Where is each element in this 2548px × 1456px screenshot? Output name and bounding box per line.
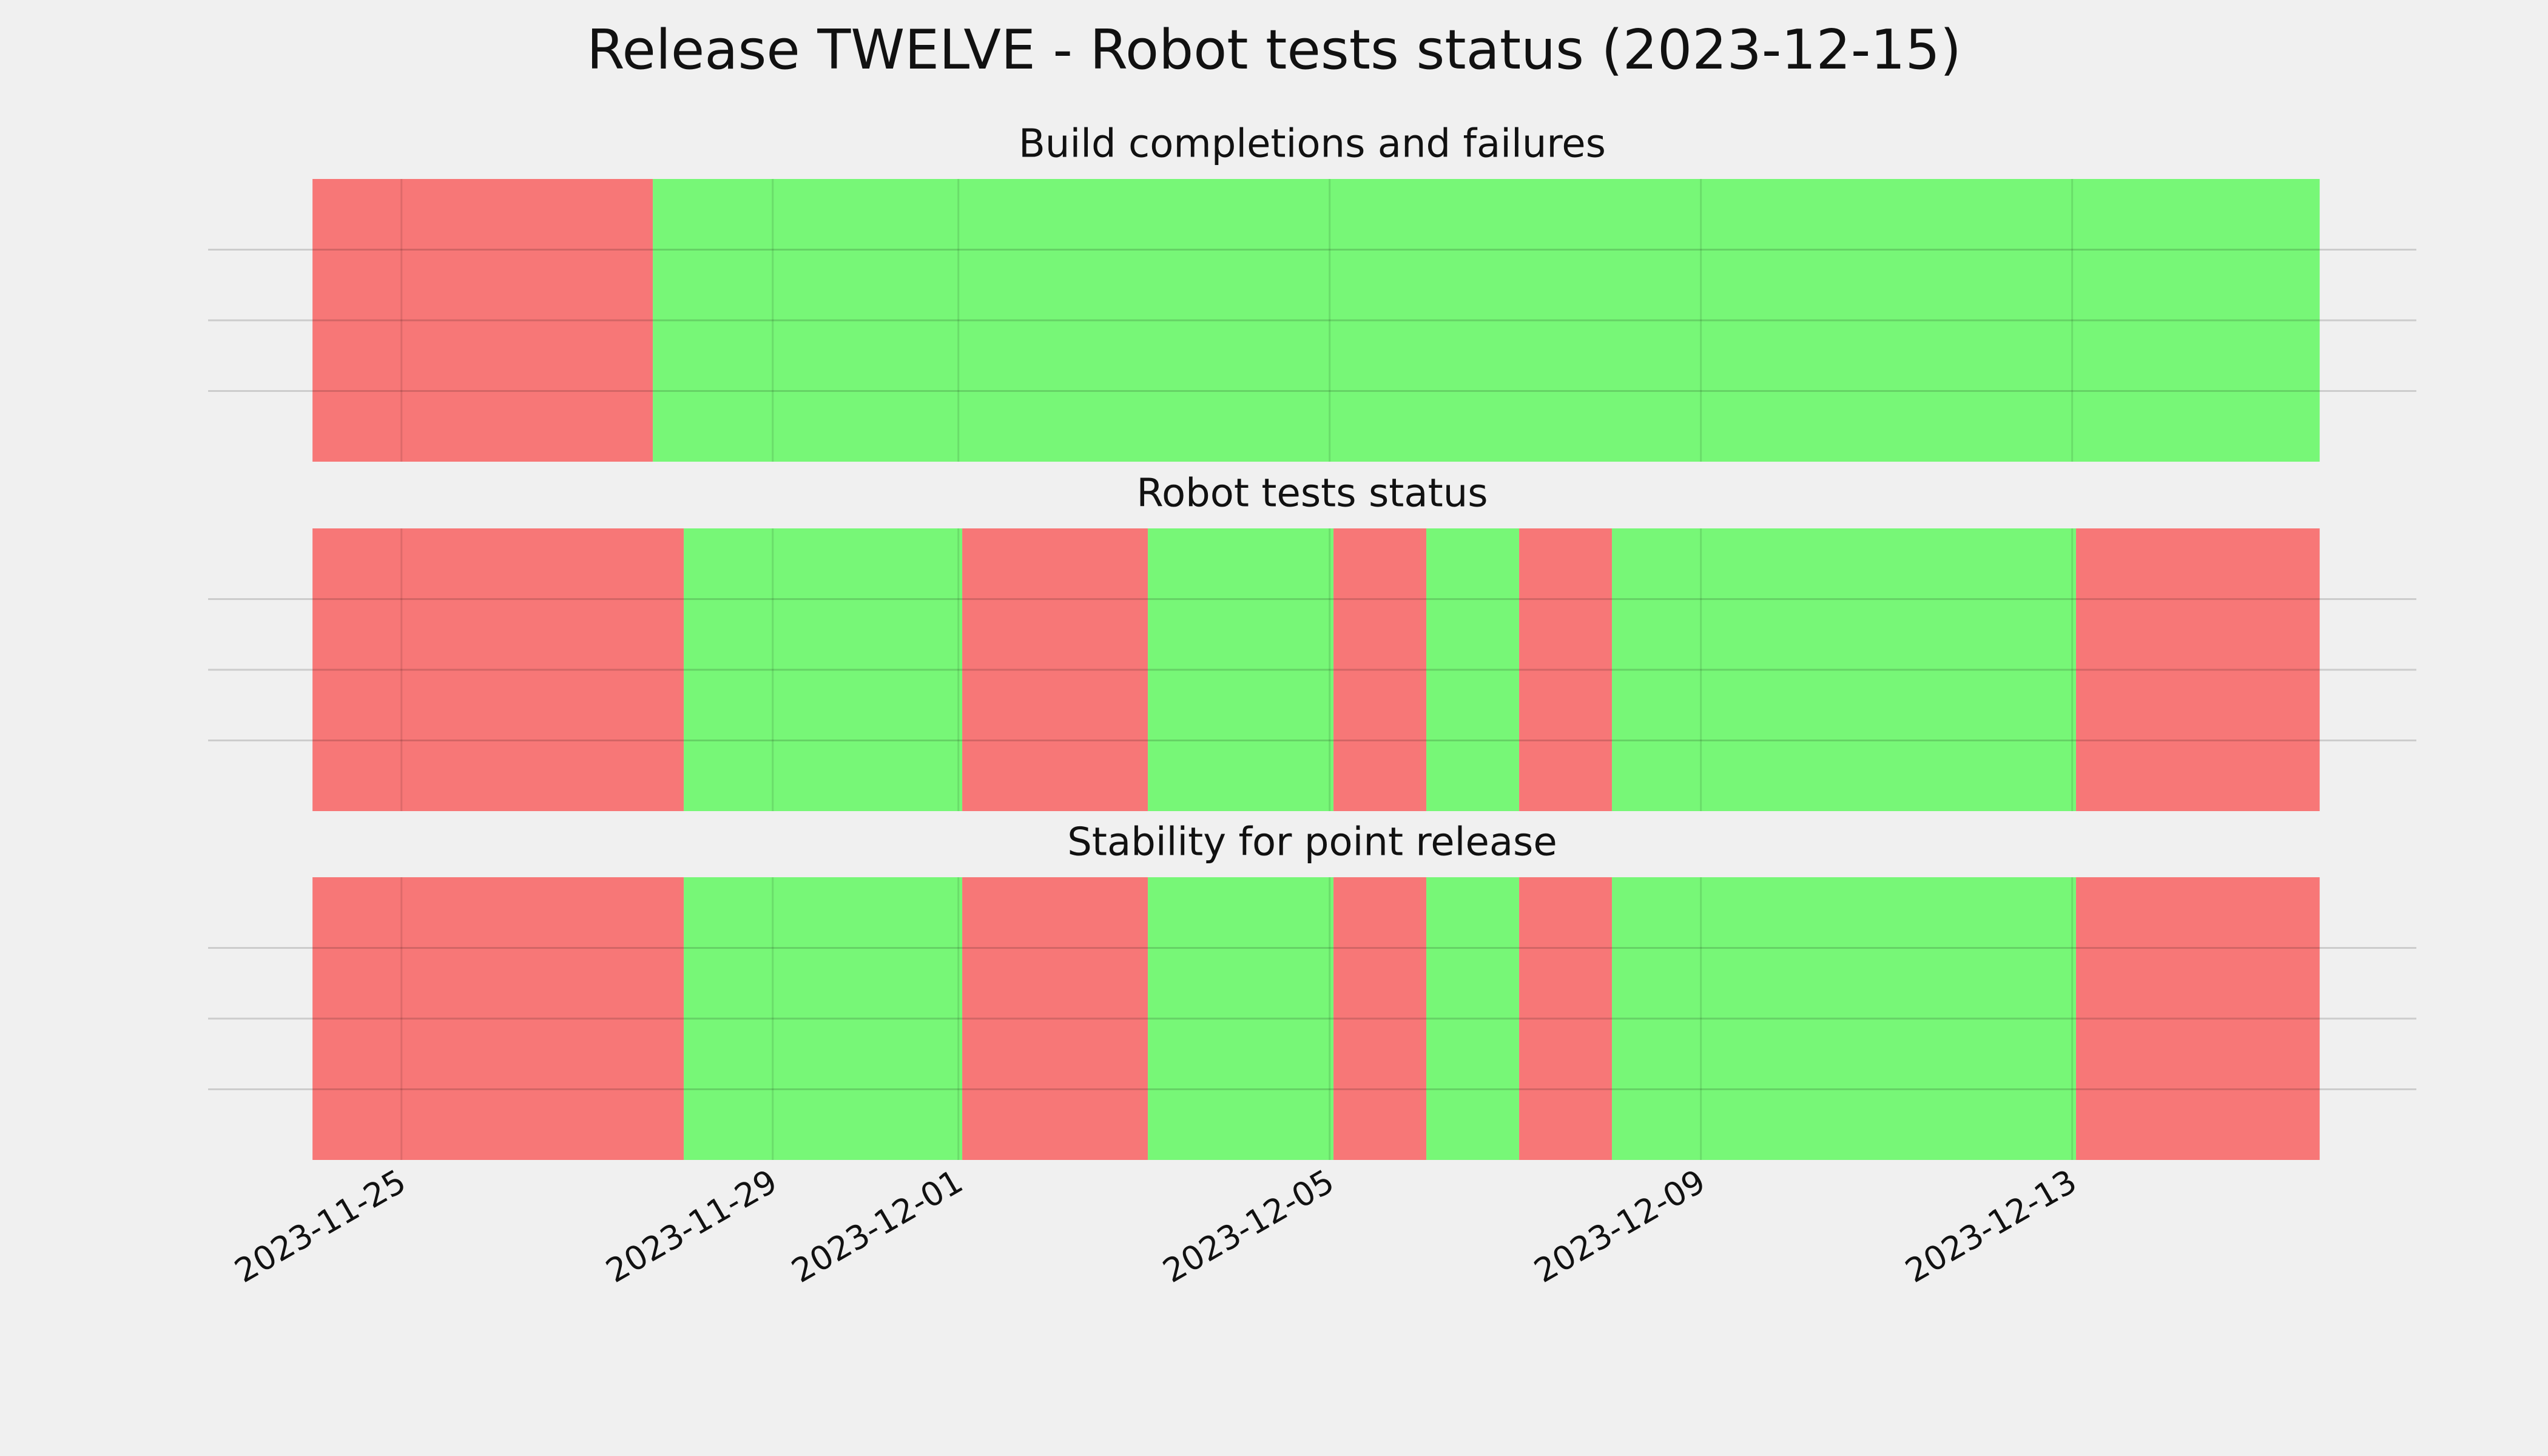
status-span	[1333, 528, 1427, 811]
status-span	[312, 528, 684, 811]
status-span	[1148, 528, 1334, 811]
status-span	[1333, 877, 1427, 1160]
chart-title: Release TWELVE - Robot tests status (202…	[587, 18, 1961, 82]
status-span	[1519, 877, 1613, 1160]
status-span	[684, 528, 963, 811]
status-span	[684, 877, 963, 1160]
subplot-title: Stability for point release	[1067, 820, 1557, 865]
subplot-title: Robot tests status	[1136, 471, 1488, 516]
subplot-title: Build completions and failures	[1019, 122, 1606, 167]
status-span	[1426, 877, 1520, 1160]
status-span	[962, 528, 1148, 811]
status-span	[312, 877, 684, 1160]
status-span	[312, 179, 653, 462]
status-span	[1612, 877, 2077, 1160]
status-span	[1148, 877, 1334, 1160]
status-span	[1612, 528, 2077, 811]
status-span	[2076, 877, 2320, 1160]
status-span	[962, 877, 1148, 1160]
status-span	[653, 179, 2320, 462]
status-span	[2076, 528, 2320, 811]
status-span	[1519, 528, 1613, 811]
status-span	[1426, 528, 1520, 811]
